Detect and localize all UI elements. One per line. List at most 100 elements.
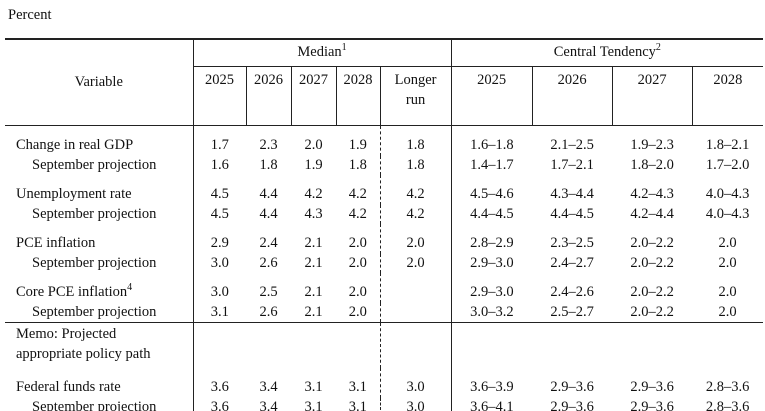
central-tendency-value: 1.4–1.7 [450, 155, 533, 175]
central-tendency-value: 2.9–3.6 [550, 379, 594, 395]
footnote-mark: 1 [341, 42, 347, 54]
header-text: Median [297, 44, 342, 61]
table-header: Variable Median1 Central Tendency2 2025 2… [5, 38, 764, 126]
year-header: 2027 [290, 66, 336, 126]
central-tendency-value: 1.8–2.1 [705, 137, 750, 153]
median-value: 3.6 [192, 368, 246, 398]
central-tendency-value: 4.2–4.4 [630, 205, 674, 222]
row-label: September projection [5, 254, 193, 274]
central-tendency-value: 2.9–3.0 [450, 253, 533, 273]
data-row: Change in real GDP 1.7 2.3 2.0 1.9 1.8 1.6–1.8… [5, 125, 763, 156]
empty-cell [379, 322, 452, 368]
longer-run-header: Longer run [379, 66, 452, 126]
median-value: 4.2 [304, 186, 323, 202]
central-tendency-value: 4.0–4.3 [705, 186, 750, 202]
empty-cell [450, 322, 533, 368]
row-label-text: September projection [32, 205, 157, 222]
row-label: September projection [5, 303, 193, 323]
longer-run-value [379, 273, 452, 303]
central-tendency-value: 2.4–2.7 [550, 254, 594, 271]
row-label: September projection [5, 397, 193, 411]
longer-run-value [379, 302, 452, 323]
median-value: 3.1 [336, 397, 380, 411]
median-value: 2.6 [259, 254, 278, 271]
longer-run-value: 2.0 [379, 253, 452, 273]
row-label: September projection [5, 205, 193, 225]
median-value: 2.3 [259, 137, 278, 153]
median-value: 4.2 [348, 186, 367, 202]
median-value: 3.1 [192, 302, 246, 323]
central-tendency-value: 3.0–3.2 [450, 302, 533, 323]
median-value: 2.0 [348, 254, 367, 271]
central-tendency-value: 4.4–4.5 [550, 205, 594, 222]
longer-run-value: 3.0 [379, 397, 452, 411]
empty-cell [336, 322, 380, 368]
memo-cell: Memo: Projected appropriate policy path [5, 322, 193, 368]
header-text: Variable [74, 73, 123, 90]
data-row: September projection 1.6 1.8 1.9 1.8 1.8 1.4–1… [5, 155, 763, 176]
memo-text: Memo: Projected [16, 326, 117, 342]
median-value: 2.6 [259, 303, 278, 320]
central-tendency-value: 1.7–2.1 [550, 156, 594, 173]
data-row: September projection 4.5 4.4 4.3 4.2 4.2 4.4–4… [5, 204, 763, 225]
longer-run-value: 1.8 [379, 125, 452, 156]
median-value: 3.1 [304, 379, 323, 395]
median-header: Median1 [192, 38, 452, 67]
central-tendency-value: 2.5–2.7 [550, 303, 594, 320]
central-tendency-value: 2.9–3.6 [630, 379, 674, 395]
median-value: 3.6 [192, 397, 246, 411]
median-value: 4.4 [259, 186, 278, 202]
row-label-text: Unemployment rate [16, 186, 132, 202]
row-label: PCE inflation [5, 224, 193, 254]
median-value: 2.5 [259, 284, 278, 300]
empty-cell [532, 322, 613, 368]
median-value: 1.6 [192, 155, 246, 175]
central-tendency-value: 3.6–3.9 [450, 368, 533, 398]
row-label: Core PCE inflation4 [5, 273, 193, 303]
central-tendency-value: 2.0–2.2 [630, 235, 674, 251]
longer-run-value: 4.2 [379, 175, 452, 205]
median-value: 4.5 [192, 204, 246, 224]
variable-header: Variable [5, 38, 193, 126]
median-value: 3.1 [348, 379, 367, 395]
median-value: 4.2 [348, 205, 367, 222]
longer-run-value: 2.0 [379, 224, 452, 254]
year-header: 2025 [192, 66, 246, 126]
median-value: 2.0 [348, 303, 367, 320]
longer-run-value: 1.8 [379, 155, 452, 175]
central-tendency-value: 4.5–4.6 [450, 175, 533, 205]
central-tendency-value: 2.8–2.9 [450, 224, 533, 254]
central-tendency-value: 2.9–3.6 [532, 397, 613, 411]
row-label-text: September projection [32, 398, 157, 411]
memo-row: Memo: Projected appropriate policy path [5, 322, 764, 368]
central-tendency-value: 4.4–4.5 [450, 204, 533, 224]
central-tendency-value: 4.3–4.4 [550, 186, 594, 202]
central-tendency-value: 2.0–2.2 [630, 303, 674, 320]
median-value: 2.1 [304, 303, 323, 320]
median-value: 2.0 [304, 137, 323, 153]
central-tendency-value: 2.0 [718, 254, 737, 271]
data-row: September projection 3.0 2.6 2.1 2.0 2.0 2.9–3… [5, 253, 763, 274]
row-label: September projection [5, 156, 193, 176]
central-tendency-value: 2.9–3.0 [450, 273, 533, 303]
median-value: 1.7 [192, 125, 246, 156]
central-tendency-value: 2.0 [718, 284, 737, 300]
year-header: 2028 [335, 66, 380, 126]
median-value: 1.9 [348, 137, 367, 153]
header-text: Central Tendency [553, 44, 656, 61]
projections-table: Variable Median1 Central Tendency2 2025 2… [5, 38, 764, 411]
median-value: 3.0 [192, 273, 246, 303]
central-tendency-value: 1.7–2.0 [705, 156, 750, 173]
central-tendency-header: Central Tendency2 [450, 38, 764, 67]
median-value: 3.1 [291, 397, 336, 411]
data-row: Unemployment rate 4.5 4.4 4.2 4.2 4.2 4.5–4.6 4… [5, 175, 763, 205]
footnote-mark: 2 [655, 42, 661, 54]
data-row: PCE inflation 2.9 2.4 2.1 2.0 2.0 2.8–2.9 2.3–2… [5, 224, 763, 254]
central-tendency-value: 2.4–2.6 [550, 284, 594, 300]
row-label: Federal funds rate [5, 368, 193, 398]
median-value: 2.1 [304, 284, 323, 300]
central-tendency-value: 3.6–4.1 [450, 397, 533, 411]
row-label: Unemployment rate [5, 175, 193, 205]
median-value: 2.9 [192, 224, 246, 254]
median-value: 2.1 [304, 235, 323, 251]
